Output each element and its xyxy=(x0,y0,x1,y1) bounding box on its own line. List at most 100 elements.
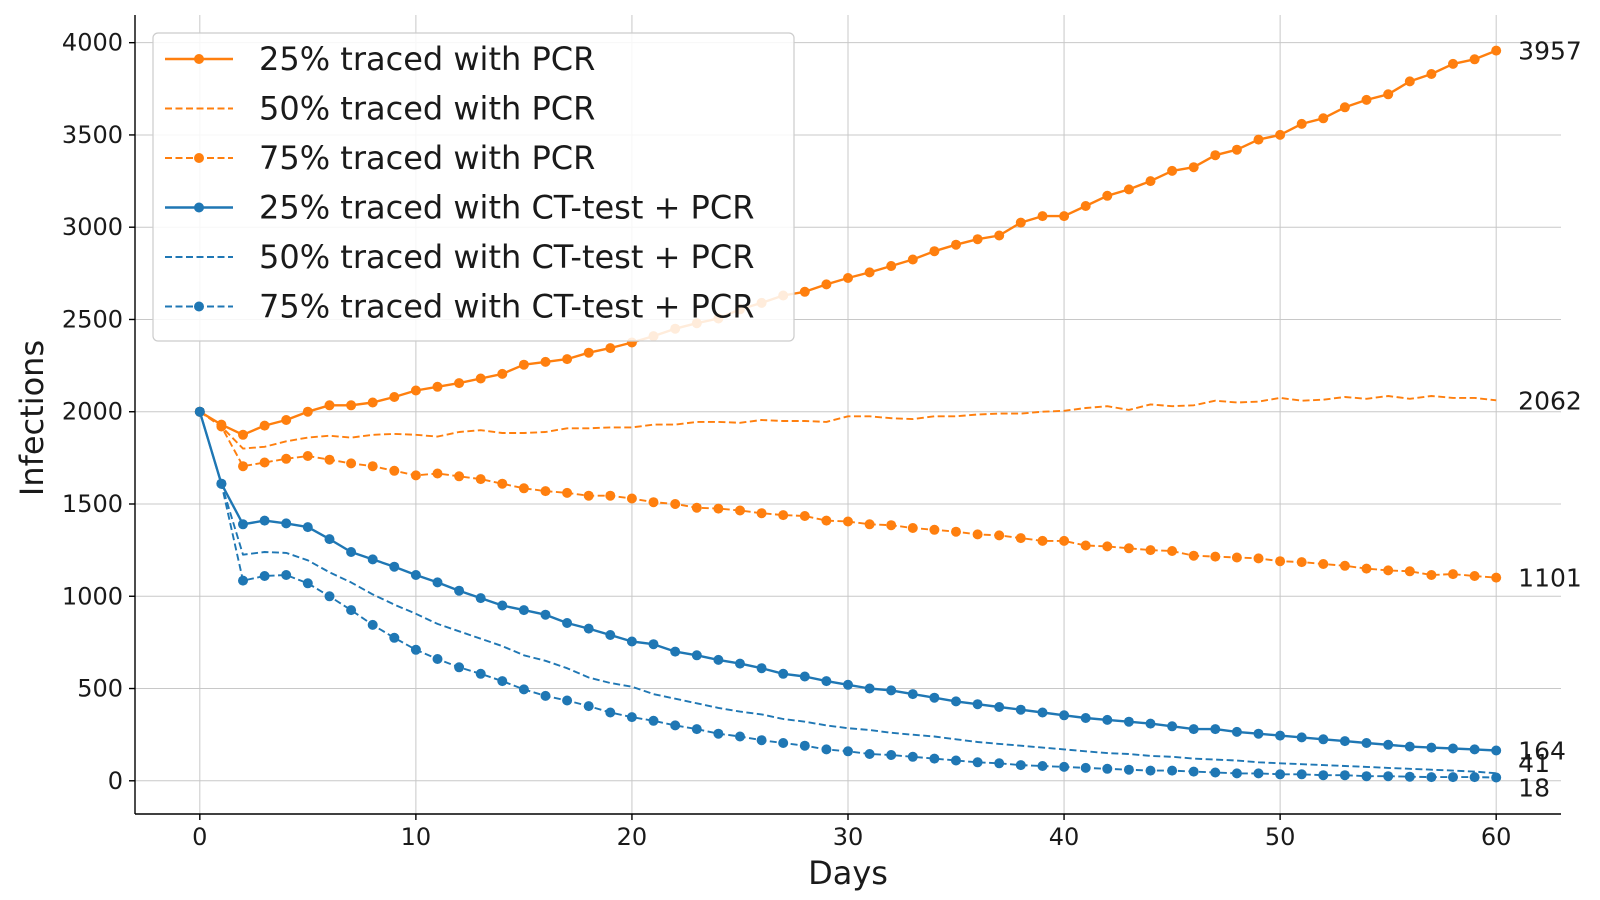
data-point xyxy=(302,451,313,461)
series-2 xyxy=(199,395,1497,450)
data-point xyxy=(432,577,443,588)
data-point xyxy=(1448,743,1458,754)
data-point xyxy=(562,487,573,498)
data-point xyxy=(1361,563,1372,574)
data-point xyxy=(886,520,897,531)
x-tick-label: 30 xyxy=(833,823,864,851)
legend-swatch-marker xyxy=(194,153,204,163)
data-point xyxy=(821,676,832,687)
data-point xyxy=(1318,734,1329,745)
series-line xyxy=(198,411,1497,775)
legend-swatch-marker xyxy=(194,54,204,64)
legend-item: 50% traced with CT-test + PCR xyxy=(165,238,754,276)
data-point xyxy=(1080,762,1091,773)
data-point xyxy=(605,630,616,640)
data-point xyxy=(454,662,465,673)
data-point xyxy=(1275,769,1286,780)
data-point xyxy=(799,740,810,751)
data-point xyxy=(540,609,551,620)
data-point xyxy=(1253,768,1264,779)
legend-label: 25% traced with PCR xyxy=(259,40,595,78)
data-point xyxy=(929,246,940,257)
data-point xyxy=(1080,713,1091,723)
data-point xyxy=(540,486,551,497)
data-point xyxy=(1491,45,1502,56)
data-point xyxy=(410,385,421,396)
data-point xyxy=(281,570,292,580)
data-point xyxy=(972,699,983,710)
data-point xyxy=(1361,771,1372,782)
data-point xyxy=(346,458,357,469)
data-point xyxy=(518,684,529,695)
data-point xyxy=(756,663,767,674)
data-point xyxy=(1426,772,1437,783)
data-point xyxy=(864,683,875,694)
data-point xyxy=(626,712,637,723)
data-point xyxy=(475,474,486,485)
data-point xyxy=(1491,772,1502,783)
data-point xyxy=(799,671,810,682)
data-point xyxy=(216,478,227,489)
data-point xyxy=(1145,176,1156,187)
x-tick-label: 20 xyxy=(617,823,648,851)
data-point xyxy=(994,530,1005,541)
series-end-label: 1101 xyxy=(1518,564,1582,593)
x-tick-label: 10 xyxy=(401,823,432,851)
data-point xyxy=(367,619,378,630)
data-point xyxy=(497,478,508,489)
data-point xyxy=(1318,770,1329,781)
data-point xyxy=(843,746,853,757)
data-point xyxy=(1059,535,1070,546)
data-point xyxy=(756,508,767,519)
data-point xyxy=(1339,736,1350,747)
data-point xyxy=(454,471,465,482)
y-tick-label: 1500 xyxy=(62,490,123,518)
data-point xyxy=(497,676,508,687)
data-point xyxy=(1037,211,1048,222)
data-point xyxy=(821,515,832,526)
data-point xyxy=(778,668,789,679)
data-point xyxy=(1145,718,1156,729)
data-point xyxy=(972,234,983,245)
legend-item: 75% traced with PCR xyxy=(165,139,595,177)
data-point xyxy=(1469,772,1480,783)
data-point xyxy=(1059,761,1070,772)
data-point xyxy=(972,529,983,540)
data-point xyxy=(475,593,486,604)
data-point xyxy=(778,510,789,521)
data-point xyxy=(843,516,853,527)
data-point xyxy=(1296,557,1307,568)
data-point xyxy=(907,254,918,265)
data-point xyxy=(864,267,875,278)
series-4 xyxy=(194,406,1502,756)
series-group xyxy=(194,45,1502,783)
data-point xyxy=(799,286,810,297)
data-point xyxy=(670,720,681,731)
data-point xyxy=(994,702,1005,712)
data-point xyxy=(562,618,573,628)
data-point xyxy=(821,744,832,755)
data-point xyxy=(1123,184,1134,195)
y-tick-label: 500 xyxy=(77,675,123,703)
data-point xyxy=(886,685,897,696)
data-point xyxy=(1296,118,1307,129)
data-point xyxy=(324,400,335,411)
data-point xyxy=(281,518,292,529)
y-tick-label: 0 xyxy=(108,767,123,795)
data-point xyxy=(1059,710,1070,721)
data-point xyxy=(1102,190,1113,201)
data-point xyxy=(346,400,357,411)
data-point xyxy=(951,239,961,250)
data-point xyxy=(432,468,443,479)
data-point xyxy=(389,561,400,572)
data-point xyxy=(886,750,897,760)
data-point xyxy=(951,696,961,707)
data-point xyxy=(843,273,853,283)
data-point xyxy=(367,461,378,472)
data-point xyxy=(302,406,313,417)
data-point xyxy=(648,639,659,650)
data-point xyxy=(907,751,918,762)
data-point xyxy=(951,526,961,537)
data-point xyxy=(583,490,594,501)
legend-swatch-marker xyxy=(194,202,204,213)
